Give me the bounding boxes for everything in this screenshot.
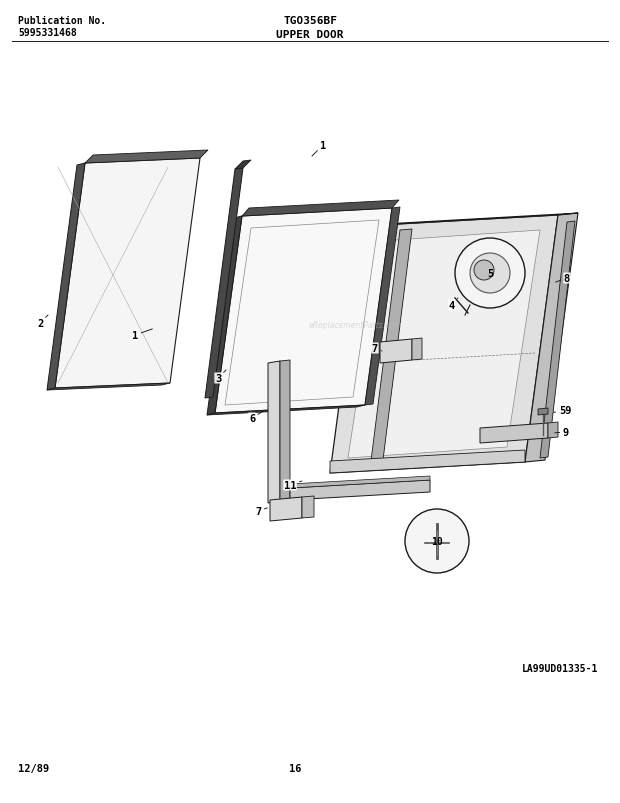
Text: 2: 2 <box>37 316 48 328</box>
Polygon shape <box>207 217 242 415</box>
Text: LA99UD01335-1: LA99UD01335-1 <box>521 663 598 673</box>
Text: TGO356BF: TGO356BF <box>283 16 337 26</box>
Text: 3: 3 <box>215 370 226 384</box>
Polygon shape <box>47 164 85 390</box>
Polygon shape <box>525 214 578 463</box>
Polygon shape <box>365 208 400 406</box>
Text: 16: 16 <box>289 763 301 773</box>
Text: 9: 9 <box>555 427 569 438</box>
Circle shape <box>470 254 510 294</box>
Polygon shape <box>302 496 314 519</box>
Polygon shape <box>242 201 399 217</box>
Text: 1: 1 <box>132 329 153 340</box>
Polygon shape <box>538 409 548 415</box>
Text: 5: 5 <box>487 269 493 279</box>
Polygon shape <box>280 361 290 501</box>
Text: 12/89: 12/89 <box>18 763 49 773</box>
Text: 4: 4 <box>449 299 458 311</box>
Text: 5995331468: 5995331468 <box>18 28 77 38</box>
Polygon shape <box>235 161 251 169</box>
Text: 7: 7 <box>255 507 267 516</box>
Text: 6: 6 <box>249 412 263 423</box>
Text: 59: 59 <box>554 406 571 415</box>
Polygon shape <box>270 497 302 521</box>
Text: 11: 11 <box>284 480 302 491</box>
Polygon shape <box>215 209 392 414</box>
Polygon shape <box>348 230 540 459</box>
Text: 7: 7 <box>372 344 382 353</box>
Text: Publication No.: Publication No. <box>18 16 106 26</box>
Polygon shape <box>330 216 558 474</box>
Polygon shape <box>330 450 525 474</box>
Polygon shape <box>225 221 379 406</box>
Polygon shape <box>47 384 170 390</box>
Polygon shape <box>290 480 430 500</box>
Polygon shape <box>207 406 365 415</box>
Text: eReplacementParts.com: eReplacementParts.com <box>308 321 402 330</box>
Polygon shape <box>85 151 208 164</box>
Polygon shape <box>268 361 280 503</box>
Polygon shape <box>363 214 578 226</box>
Text: 10: 10 <box>431 536 443 546</box>
Polygon shape <box>290 476 430 488</box>
Text: UPPER DOOR: UPPER DOOR <box>277 30 343 40</box>
Polygon shape <box>370 230 412 470</box>
Circle shape <box>455 238 525 308</box>
Text: 1: 1 <box>312 141 326 157</box>
Circle shape <box>474 261 494 281</box>
Polygon shape <box>412 339 422 361</box>
Circle shape <box>405 509 469 573</box>
Polygon shape <box>380 340 412 364</box>
Polygon shape <box>540 222 575 459</box>
Polygon shape <box>548 422 558 438</box>
Polygon shape <box>480 423 548 443</box>
Polygon shape <box>205 169 243 398</box>
Text: 8: 8 <box>556 274 570 283</box>
Polygon shape <box>55 159 200 389</box>
